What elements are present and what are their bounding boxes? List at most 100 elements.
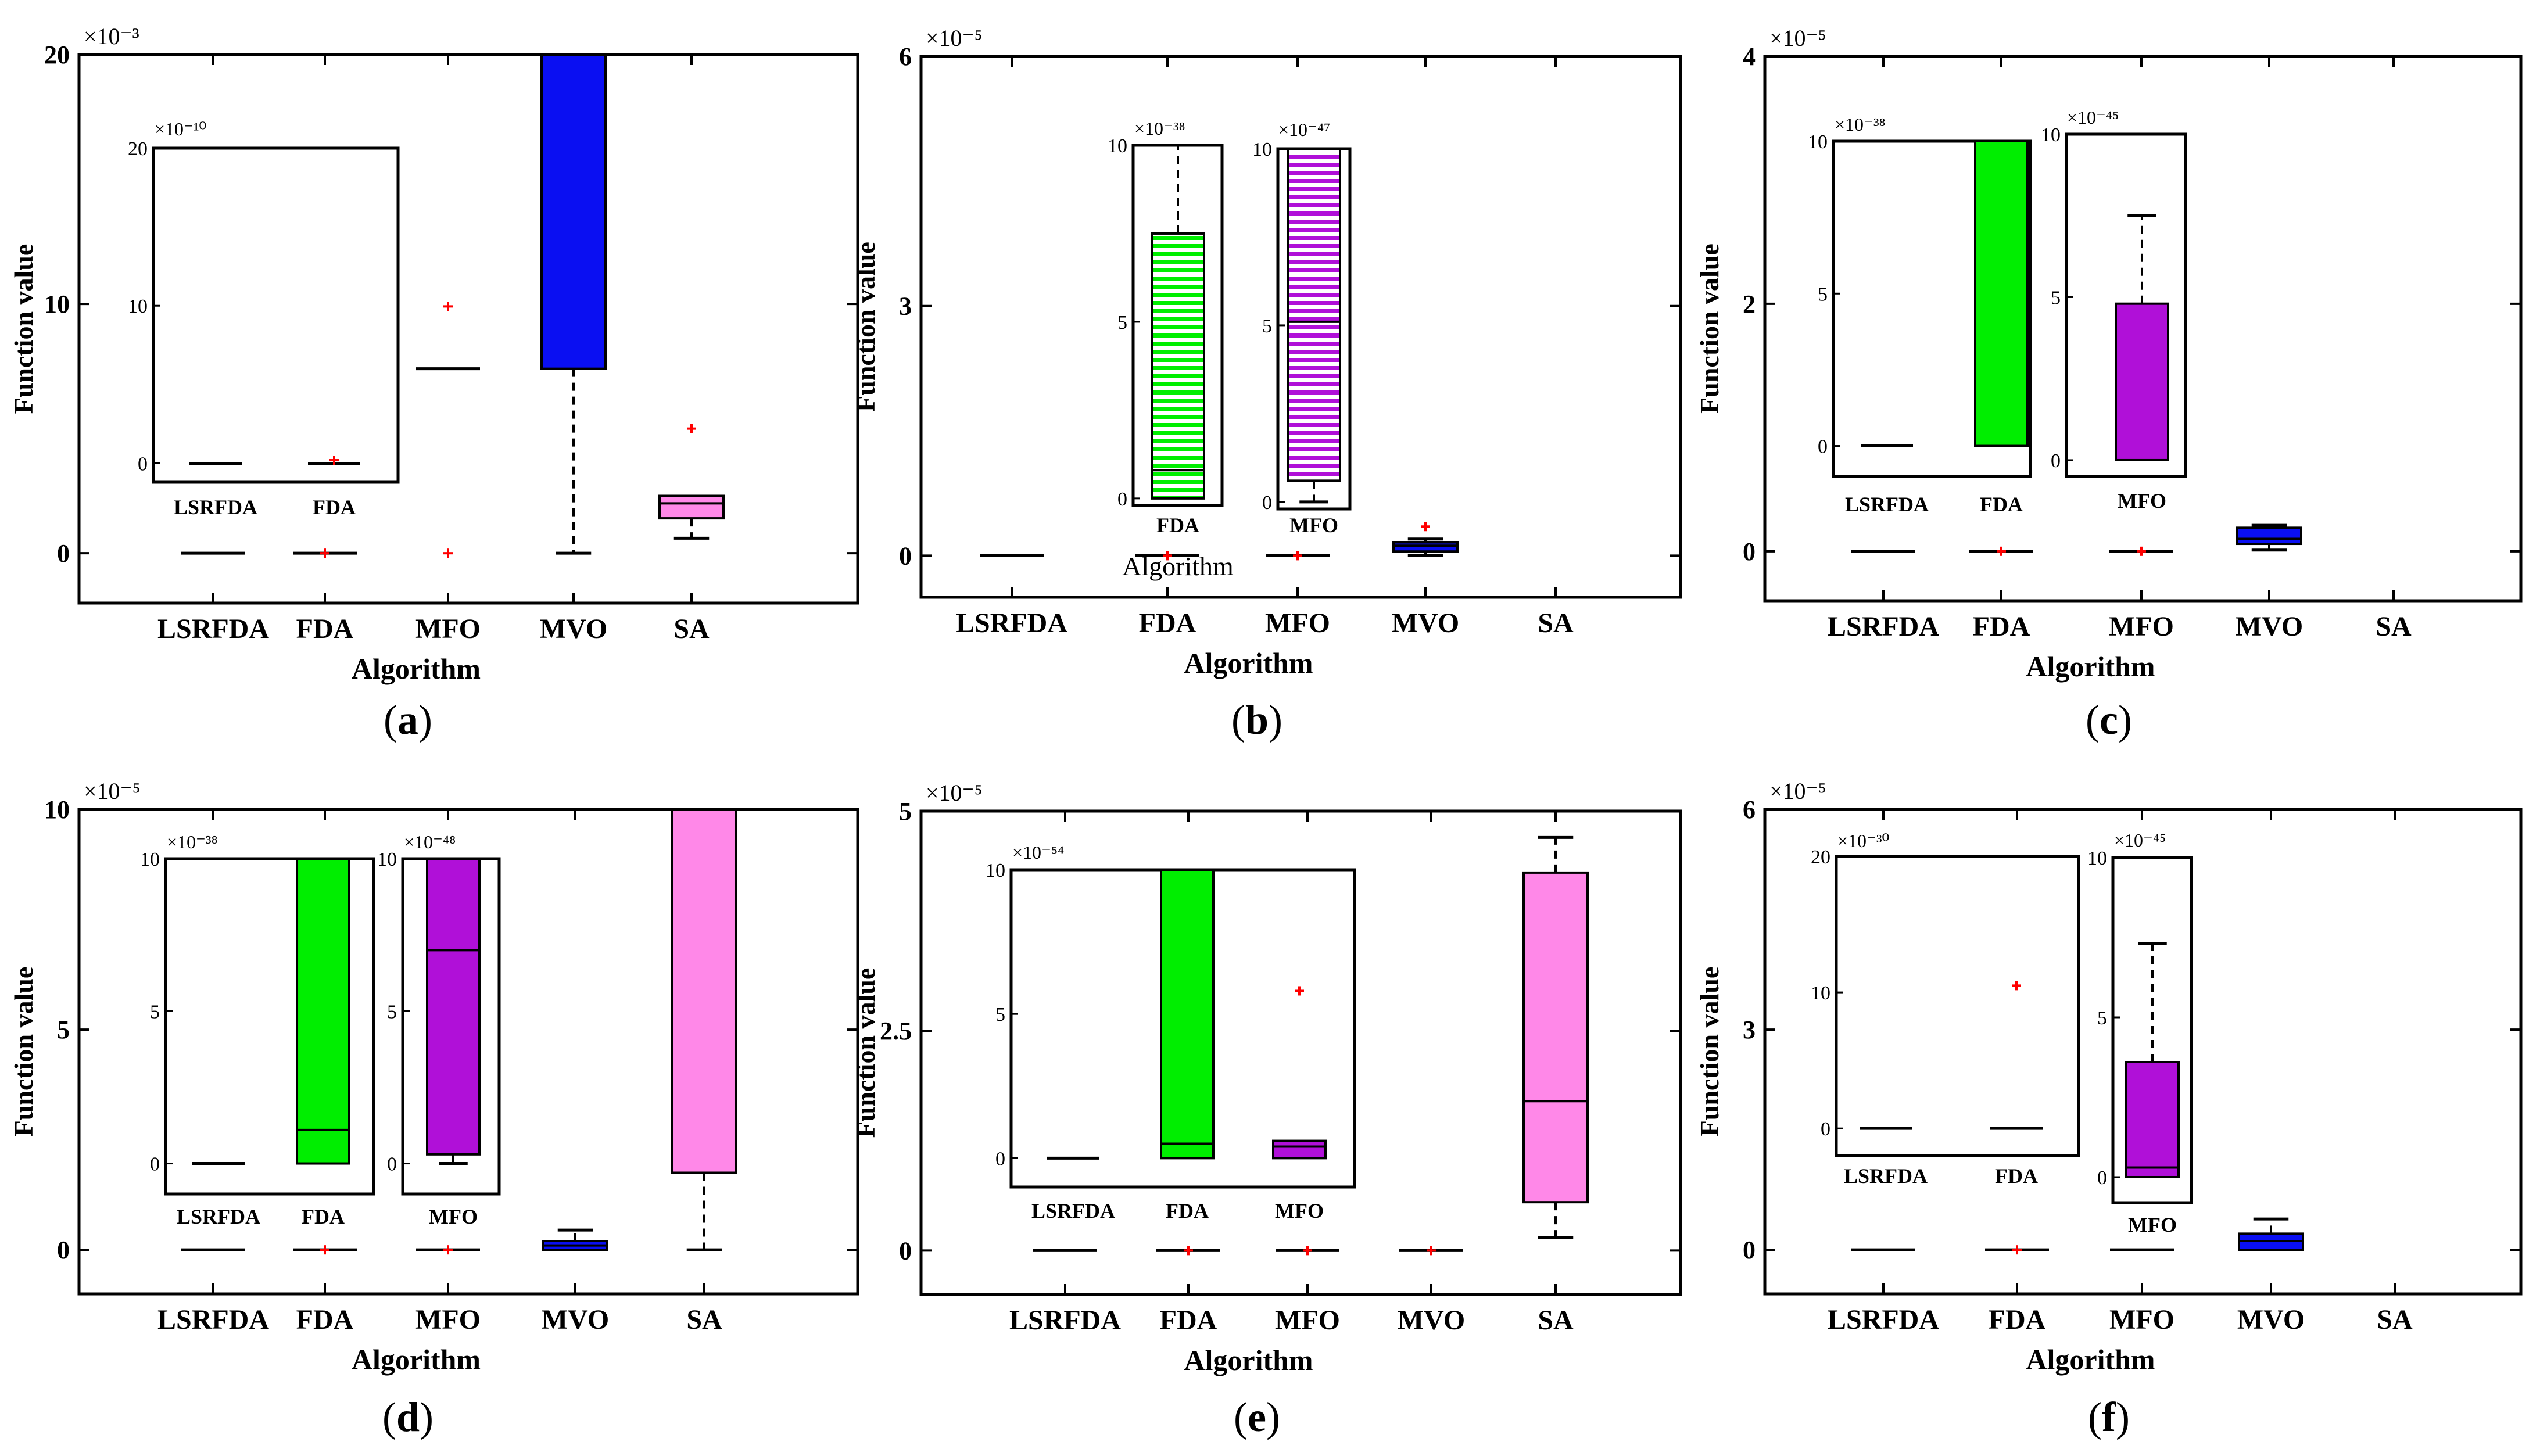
- y-axis-title: Function value: [9, 244, 38, 414]
- category-label: FDA: [1160, 1305, 1217, 1336]
- y-axis-title: Function value: [851, 968, 880, 1138]
- inset-ytick-label: 10: [2041, 124, 2061, 146]
- plot-area-c: [1763, 55, 2523, 603]
- inset-b-1: 0 5 10 ×10⁻³⁸ FDA Algorithm: [1108, 118, 1234, 581]
- inset-e-1: 0 5 10 ×10⁻⁵⁴ LSRFDA FDA MFO: [986, 842, 1356, 1222]
- ytick-label: 3: [899, 292, 912, 321]
- ytick-label: 0: [57, 539, 70, 568]
- inset-ytick-label: 5: [1117, 312, 1127, 333]
- panel-f: 0 3 6 LSRFDA FDA MFO MVO SA ×10⁻⁵ Algorithm Functi…: [1694, 778, 2523, 1440]
- inset-ytick-label: 0: [2051, 450, 2061, 472]
- inset-x-axis-title: Algorithm: [1122, 551, 1234, 581]
- inset-frame: [1835, 855, 2080, 1157]
- ytick-label: 10: [44, 795, 70, 824]
- inset-exponent-label: ×10⁻³⁸: [1835, 114, 1886, 135]
- inset-ytick-label: 10: [1108, 135, 1127, 157]
- main-c-fda-outlier: [1997, 546, 2006, 556]
- category-label: MVO: [542, 1304, 609, 1335]
- main-d-fda-outlier: [320, 1245, 329, 1255]
- inset-ytick-label: 5: [995, 1004, 1005, 1025]
- inset-category-label: LSRFDA: [1844, 1164, 1928, 1188]
- panel-a: 0 10 20 LSRFDA FDA MFO MVO SA ×10⁻³ Algorithm Func…: [9, 23, 859, 743]
- inset-d-2-mfo-box: [426, 858, 481, 1156]
- inset-ytick-label: 10: [1811, 982, 1830, 1004]
- panel-label-c: (c): [2086, 697, 2132, 743]
- inset-f-1: 0 10 20 ×10⁻³⁰ LSRFDA FDA: [1811, 830, 2080, 1188]
- inset-exponent-label: ×10⁻⁵⁴: [1012, 842, 1064, 863]
- category-label: LSRFDA: [1009, 1305, 1121, 1336]
- ytick-label: 5: [899, 797, 912, 826]
- x-axis-title: Algorithm: [352, 1343, 481, 1376]
- panel-label-paren-close: ): [2118, 697, 2132, 743]
- inset-c-1: 0 5 10 ×10⁻³⁸ LSRFDA FDA: [1808, 114, 2032, 516]
- main-a-sa-box: [658, 494, 725, 520]
- category-label: SA: [1538, 1305, 1574, 1336]
- main-c-mfo-outlier: [2137, 546, 2146, 556]
- inset-ytick-label: 20: [128, 138, 148, 160]
- inset-ytick-label: 10: [2087, 848, 2107, 869]
- x-axis-title: Algorithm: [352, 652, 481, 685]
- inset-category-label: LSRFDA: [177, 1205, 260, 1228]
- y-exponent-label: ×10⁻⁵: [1769, 778, 1826, 804]
- category-label: SA: [2376, 611, 2412, 642]
- ytick-label: 0: [1743, 1236, 1756, 1264]
- y-exponent-label: ×10⁻⁵: [926, 780, 983, 806]
- category-label: SA: [673, 614, 710, 644]
- inset-b-1-fda-box: [1151, 232, 1205, 500]
- inset-ytick-label: 0: [138, 453, 148, 475]
- x-axis-title: Algorithm: [2026, 1343, 2155, 1376]
- category-label: LSRFDA: [157, 614, 269, 644]
- inset-category-label: FDA: [1156, 514, 1199, 537]
- panel-label-paren-open: (: [384, 697, 397, 743]
- inset-category-label: FDA: [302, 1205, 345, 1228]
- ytick-label: 0: [57, 1236, 70, 1264]
- category-label: MVO: [2236, 611, 2303, 642]
- inset-ytick-label: 5: [2097, 1007, 2107, 1029]
- inset-category-label: FDA: [1980, 493, 2023, 516]
- inset-ytick-label: 5: [1818, 284, 1828, 305]
- ytick-label: 0: [1743, 537, 1756, 566]
- inset-category-label: LSRFDA: [174, 496, 257, 519]
- inset-c-1-fda-box: [1974, 140, 2029, 447]
- panel-label-paren-close: ): [418, 697, 432, 743]
- ytick-label: 6: [899, 42, 912, 71]
- inset-e-1-fda-box: [1160, 869, 1215, 1160]
- y-axis-title: Function value: [1694, 967, 1724, 1137]
- category-label: LSRFDA: [1828, 611, 1939, 642]
- inset-category-label: LSRFDA: [1845, 493, 1929, 516]
- y-exponent-label: ×10⁻⁵: [926, 25, 983, 51]
- category-label: FDA: [296, 1304, 354, 1335]
- ytick-label: 10: [44, 290, 70, 318]
- inset-ytick-label: 10: [1252, 139, 1272, 160]
- panel-label-letter: e: [1248, 1394, 1266, 1440]
- ytick-label: 20: [44, 41, 70, 69]
- panel-label-paren-close: ): [1266, 1394, 1280, 1440]
- inset-ytick-label: 10: [986, 860, 1005, 881]
- inset-ytick-label: 5: [150, 1001, 160, 1023]
- panel-e: 0 2.5 5 LSRFDA FDA MFO MVO SA ×10⁻⁵ Algorithm Func…: [851, 780, 1682, 1440]
- inset-ytick-label: 10: [128, 296, 148, 317]
- inset-category-label: FDA: [1166, 1199, 1209, 1222]
- category-label: SA: [2377, 1304, 2413, 1335]
- y-exponent-label: ×10⁻³: [84, 23, 139, 49]
- inset-f-2: 0 5 10 ×10⁻⁴⁵ MFO: [2087, 830, 2193, 1236]
- inset-category-label: LSRFDA: [1031, 1199, 1115, 1222]
- inset-d-1-fda-box: [296, 858, 350, 1165]
- panel-label-e: (e): [1234, 1394, 1280, 1440]
- inset-category-label: MFO: [1275, 1199, 1324, 1222]
- panel-label-paren-open: (: [2086, 697, 2100, 743]
- inset-ytick-label: 0: [2097, 1167, 2107, 1189]
- inset-a-1: 0 10 20 ×10⁻¹⁰ LSRFDA FDA: [128, 119, 400, 519]
- category-label: FDA: [1973, 611, 2030, 642]
- panel-label-paren-open: (: [1231, 697, 1245, 743]
- inset-d-2: 0 5 10 ×10⁻⁴⁸ MFO: [377, 831, 501, 1228]
- category-label: LSRFDA: [157, 1304, 269, 1335]
- main-e-mvo-outlier: [1427, 1246, 1436, 1256]
- inset-e-1-mfo-outlier: [1295, 986, 1304, 996]
- main-c-mvo-box: [2236, 526, 2302, 546]
- category-label: FDA: [1139, 608, 1196, 639]
- inset-exponent-label: ×10⁻¹⁰: [155, 119, 206, 139]
- inset-ytick-label: 0: [150, 1154, 160, 1175]
- inset-exponent-label: ×10⁻³⁸: [167, 831, 218, 852]
- panel-label-paren-close: ): [1269, 697, 1282, 743]
